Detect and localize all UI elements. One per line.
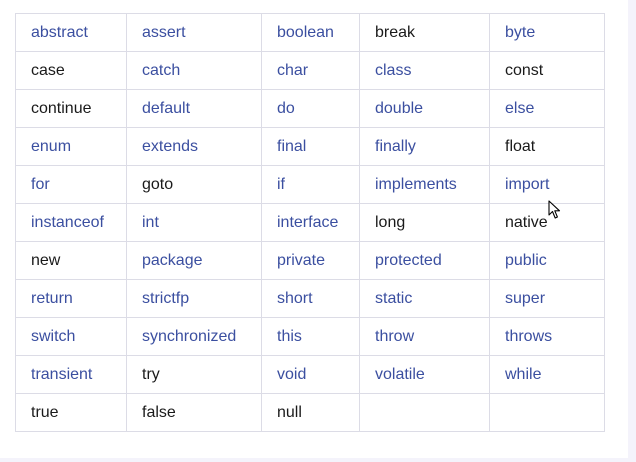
keyword-cell[interactable]: abstract bbox=[15, 13, 127, 52]
table-row: abstract assert boolean break byte bbox=[15, 13, 605, 52]
keyword-cell[interactable]: byte bbox=[489, 13, 605, 52]
keyword-cell[interactable]: super bbox=[489, 279, 605, 318]
table-row: for goto if implements import bbox=[15, 165, 605, 204]
keyword-cell: goto bbox=[126, 165, 262, 204]
keyword-cell: const bbox=[489, 51, 605, 90]
keyword-cell[interactable]: synchronized bbox=[126, 317, 262, 356]
keyword-cell[interactable]: protected bbox=[359, 241, 490, 280]
empty-cell bbox=[489, 393, 605, 432]
keyword-cell[interactable]: implements bbox=[359, 165, 490, 204]
keyword-cell[interactable]: strictfp bbox=[126, 279, 262, 318]
keyword-cell[interactable]: import bbox=[489, 165, 605, 204]
keyword-cell[interactable]: instanceof bbox=[15, 203, 127, 242]
keyword-cell[interactable]: default bbox=[126, 89, 262, 128]
keyword-cell[interactable]: if bbox=[261, 165, 360, 204]
table-row: transient try void volatile while bbox=[15, 355, 605, 394]
keyword-cell[interactable]: switch bbox=[15, 317, 127, 356]
table-row: true false null bbox=[15, 393, 605, 432]
keyword-cell[interactable]: throws bbox=[489, 317, 605, 356]
keyword-cell: continue bbox=[15, 89, 127, 128]
keyword-cell[interactable]: volatile bbox=[359, 355, 490, 394]
keyword-cell[interactable]: return bbox=[15, 279, 127, 318]
table-row: enum extends final finally float bbox=[15, 127, 605, 166]
keyword-cell: true bbox=[15, 393, 127, 432]
keyword-cell[interactable]: transient bbox=[15, 355, 127, 394]
keyword-cell: try bbox=[126, 355, 262, 394]
table-row: return strictfp short static super bbox=[15, 279, 605, 318]
keyword-cell: new bbox=[15, 241, 127, 280]
keyword-cell: null bbox=[261, 393, 360, 432]
keyword-cell: false bbox=[126, 393, 262, 432]
keyword-cell[interactable]: static bbox=[359, 279, 490, 318]
keyword-cell[interactable]: interface bbox=[261, 203, 360, 242]
table-row: continue default do double else bbox=[15, 89, 605, 128]
keyword-cell[interactable]: void bbox=[261, 355, 360, 394]
keyword-cell[interactable]: final bbox=[261, 127, 360, 166]
table-row: new package private protected public bbox=[15, 241, 605, 280]
keyword-cell[interactable]: short bbox=[261, 279, 360, 318]
keyword-cell: break bbox=[359, 13, 490, 52]
keyword-cell[interactable]: catch bbox=[126, 51, 262, 90]
keyword-cell[interactable]: extends bbox=[126, 127, 262, 166]
keyword-cell[interactable]: throw bbox=[359, 317, 490, 356]
mouse-pointer-icon bbox=[548, 200, 561, 219]
keyword-cell[interactable]: this bbox=[261, 317, 360, 356]
keyword-cell[interactable]: char bbox=[261, 51, 360, 90]
keyword-cell[interactable]: int bbox=[126, 203, 262, 242]
table-row: switch synchronized this throw throws bbox=[15, 317, 605, 356]
keyword-cell[interactable]: assert bbox=[126, 13, 262, 52]
keyword-cell[interactable]: class bbox=[359, 51, 490, 90]
keyword-cell[interactable]: else bbox=[489, 89, 605, 128]
keywords-table-body: abstract assert boolean break byte case … bbox=[15, 13, 605, 432]
table-row: case catch char class const bbox=[15, 51, 605, 90]
content-panel: abstract assert boolean break byte case … bbox=[0, 0, 628, 458]
keyword-cell[interactable]: package bbox=[126, 241, 262, 280]
keyword-cell[interactable]: finally bbox=[359, 127, 490, 166]
keyword-cell: float bbox=[489, 127, 605, 166]
keyword-cell[interactable]: boolean bbox=[261, 13, 360, 52]
keyword-cell: long bbox=[359, 203, 490, 242]
keyword-cell[interactable]: public bbox=[489, 241, 605, 280]
keyword-cell[interactable]: for bbox=[15, 165, 127, 204]
keyword-cell[interactable]: private bbox=[261, 241, 360, 280]
java-keywords-table: abstract assert boolean break byte case … bbox=[15, 13, 605, 432]
keyword-cell[interactable]: do bbox=[261, 89, 360, 128]
table-row: instanceof int interface long native bbox=[15, 203, 605, 242]
empty-cell bbox=[359, 393, 490, 432]
keyword-cell[interactable]: while bbox=[489, 355, 605, 394]
keyword-cell[interactable]: enum bbox=[15, 127, 127, 166]
keyword-cell: native bbox=[489, 203, 605, 242]
keyword-cell[interactable]: double bbox=[359, 89, 490, 128]
keyword-cell: case bbox=[15, 51, 127, 90]
